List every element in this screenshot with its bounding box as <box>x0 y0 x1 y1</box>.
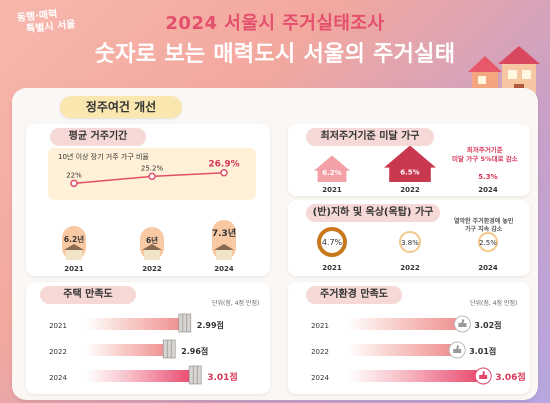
long-term-data-label: 26.9% <box>208 160 239 170</box>
env-sat-chart: 2021 3.02점 2022 3.01점 2024 3.06점 <box>311 315 526 385</box>
residence-years-label: 6.2년 <box>64 234 84 244</box>
sat-year: 2021 <box>311 322 329 330</box>
below-min-value: 6.2% <box>322 169 341 177</box>
housing-sat-chart: 2021 2.99점 2022 2.96점 2024 3.01점 <box>49 313 238 385</box>
building-icon <box>188 365 202 385</box>
below-min-chart: 6.2% 2021 6.5% 2022 5.3% 2024 <box>314 146 498 194</box>
basement-circle <box>399 231 421 253</box>
below-min-title: 최저주거기준 미달 가구 <box>306 128 434 146</box>
basement-title: (반)지하 및 옥상(옥탑) 가구 <box>306 204 440 222</box>
env-sat-title: 주거환경 만족도 <box>306 286 402 304</box>
sat-year: 2024 <box>311 374 329 382</box>
basement-year: 2024 <box>478 264 498 272</box>
basement-year: 2021 <box>322 264 342 272</box>
long-term-data-label: 25.2% <box>141 164 164 172</box>
basement-chart: 4.7% 2021 3.8% 2022 2.5% 2024 <box>317 227 498 272</box>
page-title-year: 2024 서울시 주거실태조사 <box>165 13 385 34</box>
sat-bar <box>348 318 463 330</box>
residence-years-label: 7.3년 <box>212 227 236 239</box>
long-term-point <box>70 179 78 188</box>
below-min-house <box>389 167 431 182</box>
sat-bar <box>348 370 484 382</box>
sat-value: 3.02점 <box>474 320 501 330</box>
basement-note: 열악한 주거환경에 놓인 가구 지속 감소 <box>454 218 514 233</box>
thumbs-up-glyph <box>453 345 462 353</box>
basement-value: 4.7% <box>322 238 343 247</box>
basement-year: 2022 <box>400 264 420 272</box>
residence-house-icon <box>216 250 232 260</box>
residence-house-icon <box>66 250 82 260</box>
sat-value: 3.01점 <box>469 346 496 356</box>
residence-year-label: 2021 <box>64 265 84 273</box>
below-min-value: 6.5% <box>400 169 419 177</box>
sat-bar <box>348 344 458 356</box>
page-title: 숫자로 보는 매력도시 서울의 주거실태 <box>94 42 456 67</box>
housing-sat-unit: 단위(점, 4점 만점) <box>212 300 260 307</box>
below-min-note: 최저주거기준 미달 가구 5%대로 감소 <box>452 146 518 163</box>
basement-circle <box>478 232 498 252</box>
sat-value: 3.01점 <box>207 371 238 383</box>
sat-year: 2022 <box>49 348 67 356</box>
env-sat-unit: 단위(점, 4점 만점) <box>470 300 518 307</box>
long-term-label: 10년 이상 장기 거주 가구 비율 <box>58 153 149 161</box>
long-term-data-label: 22% <box>66 171 82 179</box>
residence-house-icon <box>144 250 160 260</box>
below-min-value: 5.3% <box>478 173 497 181</box>
sat-bar <box>86 344 170 356</box>
below-min-house <box>317 170 347 182</box>
below-min-year: 2024 <box>478 186 498 194</box>
sat-bar <box>86 318 185 330</box>
residence-title: 평균 거주기간 <box>50 128 146 146</box>
residence-years-chart: 6.2년 2021 6년 2022 7.3년 2024 <box>62 219 236 273</box>
sat-value: 3.06점 <box>495 371 526 383</box>
thumbs-up-glyph <box>479 371 488 379</box>
section-label: 정주여건 개선 <box>60 96 182 118</box>
sat-bar <box>86 370 196 382</box>
long-term-point <box>220 168 228 177</box>
residence-year-label: 2022 <box>142 265 162 273</box>
below-min-year: 2022 <box>400 186 420 194</box>
long-term-point <box>148 172 156 181</box>
residence-roof-icon <box>214 244 234 250</box>
basement-value: 2.5% <box>479 239 497 247</box>
residence-year-label: 2024 <box>214 265 234 273</box>
basement-value: 3.8% <box>401 239 419 247</box>
residence-roof-icon <box>142 244 162 250</box>
basement-circle <box>317 227 347 257</box>
housing-sat-title: 주택 만족도 <box>40 286 136 304</box>
building-icon <box>178 313 192 333</box>
sat-year: 2022 <box>311 348 329 356</box>
sat-value: 2.99점 <box>197 320 224 330</box>
below-min-year: 2021 <box>322 186 342 194</box>
building-icon <box>162 339 176 359</box>
long-term-line-chart: 22% 25.2% 26.9% <box>66 160 240 188</box>
sat-value: 2.96점 <box>181 346 208 356</box>
below-min-house-roof <box>384 146 436 168</box>
sat-year: 2024 <box>49 374 67 382</box>
sat-year: 2021 <box>49 322 67 330</box>
below-min-house-roof <box>314 155 350 171</box>
thumbs-up-glyph <box>458 319 467 327</box>
residence-roof-icon <box>64 244 84 250</box>
residence-years-label: 6년 <box>146 235 158 245</box>
